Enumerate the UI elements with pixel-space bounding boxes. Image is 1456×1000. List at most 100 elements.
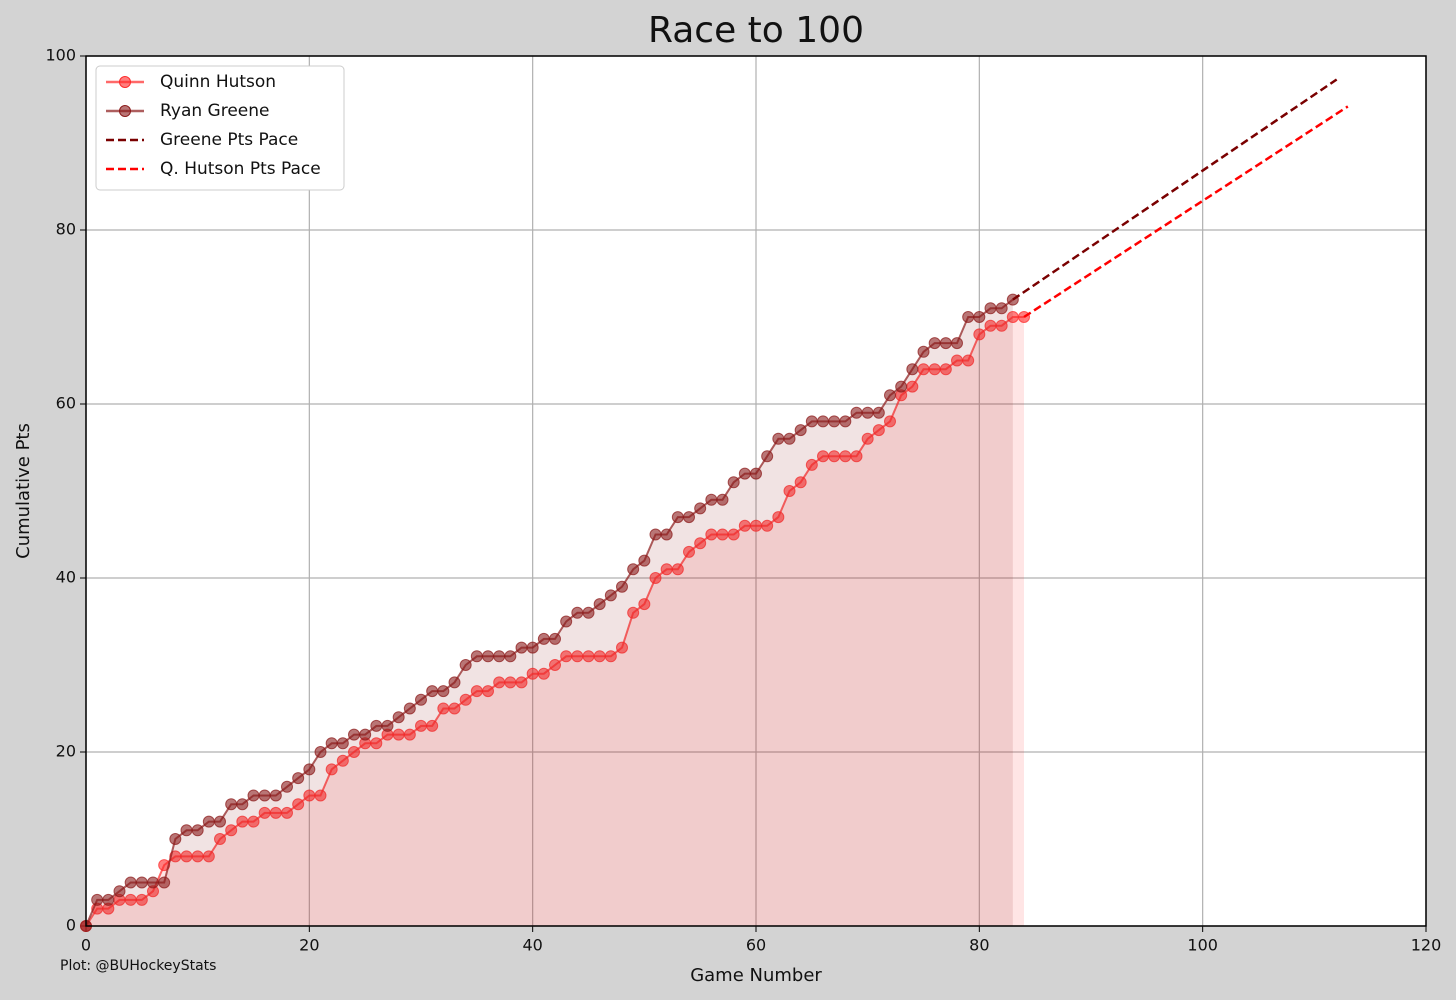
- point: [828, 415, 841, 428]
- point: [158, 876, 171, 889]
- point: [325, 737, 338, 750]
- x-tick-label: 120: [1411, 936, 1442, 955]
- point: [604, 589, 617, 602]
- point: [872, 406, 885, 419]
- point: [906, 363, 919, 376]
- point: [214, 815, 226, 828]
- point: [370, 719, 383, 732]
- point: [202, 815, 215, 828]
- point: [794, 476, 807, 489]
- point: [995, 319, 1008, 332]
- point: [962, 311, 975, 323]
- point: [839, 415, 852, 428]
- point: [772, 511, 785, 524]
- point: [951, 337, 963, 350]
- point: [336, 754, 349, 767]
- point: [549, 632, 561, 645]
- point: [616, 580, 628, 593]
- point: [705, 493, 718, 506]
- point: [392, 711, 405, 724]
- point: [671, 511, 684, 524]
- legend-label: Quinn Hutson: [160, 72, 276, 92]
- point: [415, 693, 427, 706]
- point: [102, 893, 115, 906]
- point: [292, 772, 305, 785]
- point: [314, 789, 327, 802]
- point: [727, 476, 740, 489]
- point: [269, 789, 282, 802]
- point: [805, 415, 818, 428]
- point: [281, 806, 293, 819]
- line: [1012, 78, 1338, 301]
- legend-box: [95, 65, 345, 191]
- point: [537, 667, 550, 680]
- point: [303, 763, 316, 776]
- point: [370, 737, 383, 750]
- point: [135, 893, 148, 906]
- point: [247, 789, 260, 802]
- line: [1023, 105, 1349, 319]
- point: [225, 824, 238, 837]
- point: [939, 337, 952, 350]
- y-tick-label: 20: [56, 742, 76, 761]
- point: [783, 432, 796, 445]
- point: [783, 485, 796, 497]
- point: [202, 850, 215, 863]
- point: [660, 528, 673, 541]
- point: [225, 798, 238, 811]
- y-tick-label: 80: [56, 220, 76, 239]
- point: [292, 798, 305, 811]
- point: [91, 893, 104, 906]
- x-tick-label: 0: [81, 936, 91, 955]
- point: [683, 511, 695, 524]
- point: [850, 406, 863, 419]
- point: [336, 737, 349, 750]
- point: [616, 641, 628, 654]
- point: [169, 833, 182, 845]
- point: [683, 545, 695, 558]
- point: [895, 380, 908, 393]
- point: [872, 424, 885, 437]
- point: [448, 702, 461, 715]
- point: [995, 302, 1008, 315]
- point: [537, 632, 550, 645]
- x-tick-label: 60: [746, 936, 766, 955]
- point: [694, 502, 707, 515]
- point: [482, 650, 494, 663]
- point: [493, 650, 506, 663]
- point: [694, 537, 707, 550]
- y-axis-label: Cumulative Pts: [13, 423, 34, 559]
- point: [738, 467, 751, 480]
- point: [470, 650, 483, 663]
- point: [124, 876, 137, 889]
- point: [805, 458, 818, 471]
- x-tick-label: 40: [522, 936, 542, 955]
- point: [593, 598, 606, 611]
- point: [761, 519, 774, 532]
- x-tick-label: 20: [299, 936, 319, 955]
- point: [627, 606, 640, 619]
- point: [281, 780, 293, 793]
- point: [817, 415, 829, 428]
- point: [426, 685, 439, 698]
- x-axis-label: Game Number: [690, 965, 822, 986]
- point: [359, 728, 372, 741]
- legend: Quinn Hutson Ryan Greene Greene Pts Pace Q.…: [95, 65, 345, 191]
- point: [459, 693, 472, 706]
- point: [504, 650, 517, 663]
- point: [627, 563, 640, 576]
- point: [515, 641, 528, 654]
- point: [861, 432, 874, 445]
- point: [884, 389, 896, 402]
- y-tick-label: 60: [56, 394, 76, 413]
- point: [381, 719, 394, 732]
- point: [671, 563, 684, 576]
- point: [348, 728, 360, 741]
- point: [973, 311, 986, 323]
- point: [638, 554, 651, 567]
- y-tick-label: 100: [45, 46, 76, 65]
- point: [582, 606, 595, 619]
- point: [526, 641, 539, 654]
- point: [772, 432, 785, 445]
